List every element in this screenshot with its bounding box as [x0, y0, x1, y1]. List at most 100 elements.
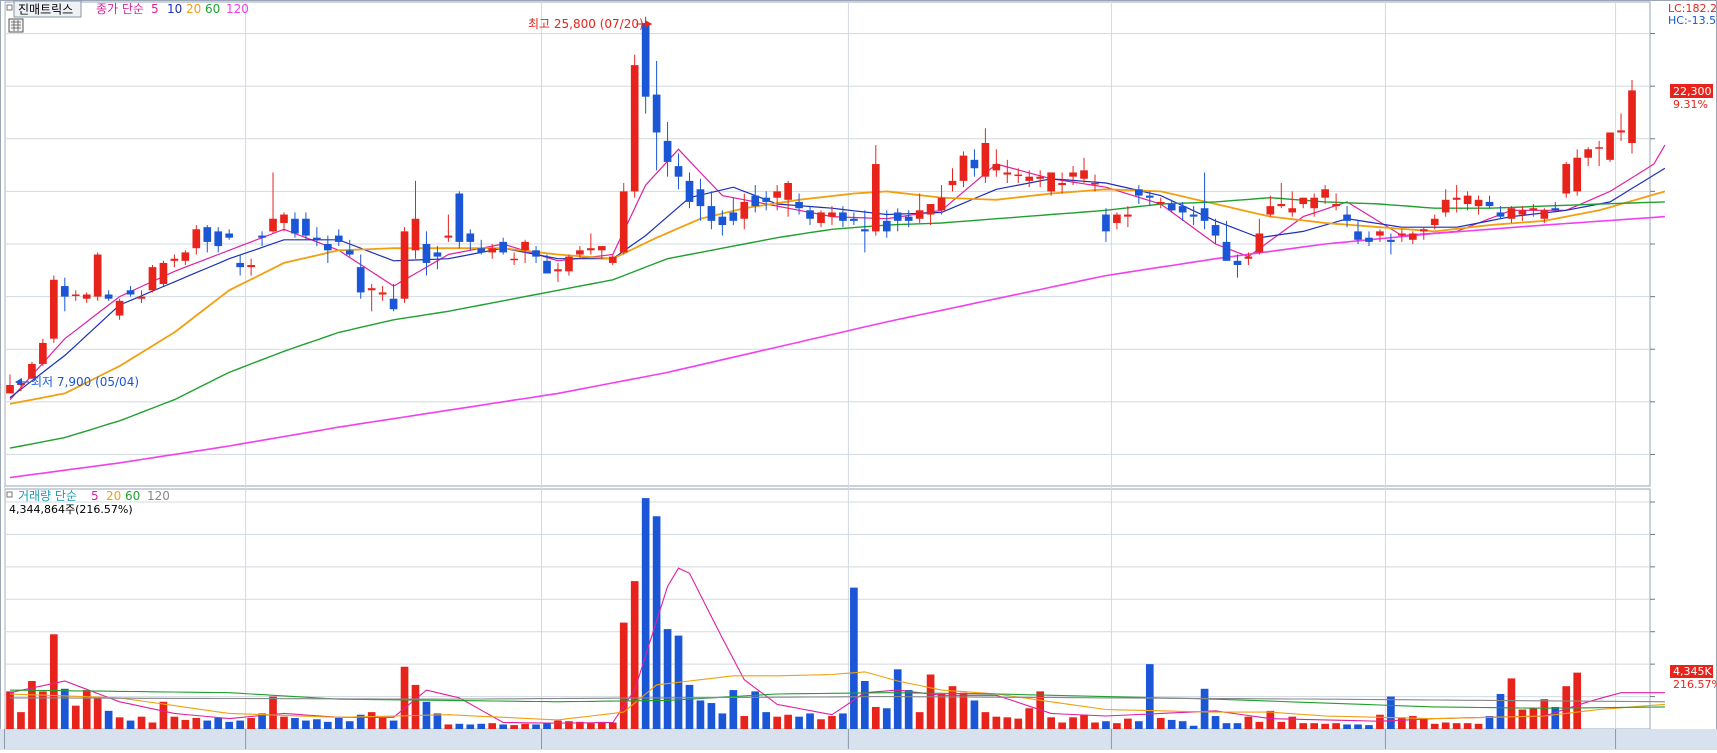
candle-body — [521, 241, 529, 251]
volume-bar — [762, 712, 771, 729]
hc-value: HC:-13.5 — [1668, 14, 1716, 27]
volume-bar — [861, 681, 869, 729]
candle-body — [937, 197, 946, 211]
volume-ma20-line — [9, 671, 1665, 721]
volume-bar — [915, 712, 924, 729]
candle-body — [1485, 201, 1494, 207]
candle-body — [1156, 201, 1165, 205]
candle-body — [499, 241, 508, 253]
x-axis-tick-labels — [4, 729, 1617, 749]
price-change-percent: 9.31% — [1673, 98, 1708, 111]
candle-body — [1573, 157, 1582, 192]
candle-body — [1255, 233, 1264, 253]
candle-body — [192, 229, 201, 249]
volume-pane-toggle-icon[interactable] — [6, 491, 13, 498]
candle-body — [871, 164, 880, 232]
volume-bar — [1014, 718, 1023, 729]
volume-bar — [345, 721, 354, 729]
candle-body — [861, 229, 869, 232]
lc-value: LC:182.2 — [1668, 2, 1717, 15]
candle-body — [28, 363, 36, 379]
y-axis-tick-labels — [1650, 33, 1655, 698]
volume-bar — [313, 719, 321, 729]
volume-bar — [740, 716, 749, 729]
candle-body — [367, 288, 376, 291]
candle-body — [1387, 239, 1395, 242]
candle-body — [378, 292, 387, 295]
candle-body — [1211, 225, 1220, 236]
volume-bar — [926, 674, 935, 729]
candle-body — [1069, 172, 1077, 177]
candle-body — [554, 269, 562, 272]
volume-bar — [619, 622, 628, 729]
candle-body — [1518, 210, 1527, 215]
grid-settings-icon[interactable] — [8, 18, 24, 33]
candle-body — [587, 248, 595, 251]
candle-body — [1332, 204, 1340, 207]
candle-body — [652, 94, 661, 133]
price-legend-prefix: 종가 단순 — [96, 2, 144, 16]
volume-bar — [1277, 721, 1286, 729]
volume-bar — [1540, 699, 1549, 729]
candle-body — [597, 246, 606, 251]
candle-body — [817, 212, 825, 223]
volume-bar — [1003, 717, 1012, 729]
candle-body — [1452, 197, 1461, 200]
volume-bar — [1529, 708, 1538, 729]
candle-body — [565, 256, 573, 272]
volume-info-text: 4,344,864주(216.57%) — [9, 503, 133, 516]
volume-bar — [893, 669, 902, 729]
candle-body — [839, 212, 847, 221]
candle-body — [1419, 229, 1428, 232]
stock-name-button[interactable] — [13, 0, 82, 18]
candle-body — [225, 233, 234, 238]
candle-body — [203, 227, 212, 242]
candle-body — [1628, 90, 1636, 143]
volume-bar — [871, 706, 880, 729]
candle-body — [1562, 164, 1571, 194]
volume-bar — [280, 716, 288, 729]
candle-body — [6, 384, 14, 394]
volume-legend-ma20: 20 — [106, 489, 121, 503]
low-arrow-head-icon — [15, 378, 22, 386]
candle-body — [718, 216, 727, 226]
volume-bar — [1387, 696, 1395, 729]
volume-bar — [587, 723, 595, 729]
volume-bar — [60, 688, 69, 729]
volume-bar — [203, 720, 212, 729]
volume-bar — [1288, 716, 1297, 729]
low-annotation: 최저 7,900 (05/04) — [31, 375, 139, 389]
volume-bar — [269, 696, 277, 729]
volume-bar — [685, 684, 694, 729]
volume-bar — [565, 721, 573, 729]
volume-legend-ma5: 5 — [91, 489, 99, 503]
volume-bar — [323, 721, 332, 729]
candle-body — [663, 140, 672, 162]
volume-bar — [521, 723, 529, 729]
candle-body — [104, 294, 113, 299]
price-legend-ma60: 60 — [205, 2, 220, 16]
volume-bar — [1321, 723, 1329, 729]
candle-body — [313, 237, 321, 240]
volume-bar — [1255, 721, 1264, 729]
volume-bar — [795, 716, 803, 729]
volume-bar — [937, 693, 946, 729]
volume-bar — [389, 720, 398, 729]
candle-body — [1266, 206, 1275, 215]
volume-bar — [641, 498, 650, 729]
candle-body — [302, 218, 310, 236]
pane-toggle-icon[interactable] — [6, 4, 13, 11]
current-price-box — [1670, 84, 1713, 98]
volume-bar — [1145, 664, 1154, 729]
volume-bar — [1452, 723, 1461, 729]
volume-bar — [1178, 721, 1187, 729]
candle-body — [674, 166, 683, 177]
volume-bar — [597, 721, 606, 729]
candle-body — [915, 210, 924, 219]
price-ma20-line — [9, 188, 1666, 405]
candle-body — [148, 267, 157, 291]
candle-body — [1113, 214, 1121, 223]
volume-bar — [970, 700, 979, 729]
volume-bar — [1310, 723, 1319, 729]
